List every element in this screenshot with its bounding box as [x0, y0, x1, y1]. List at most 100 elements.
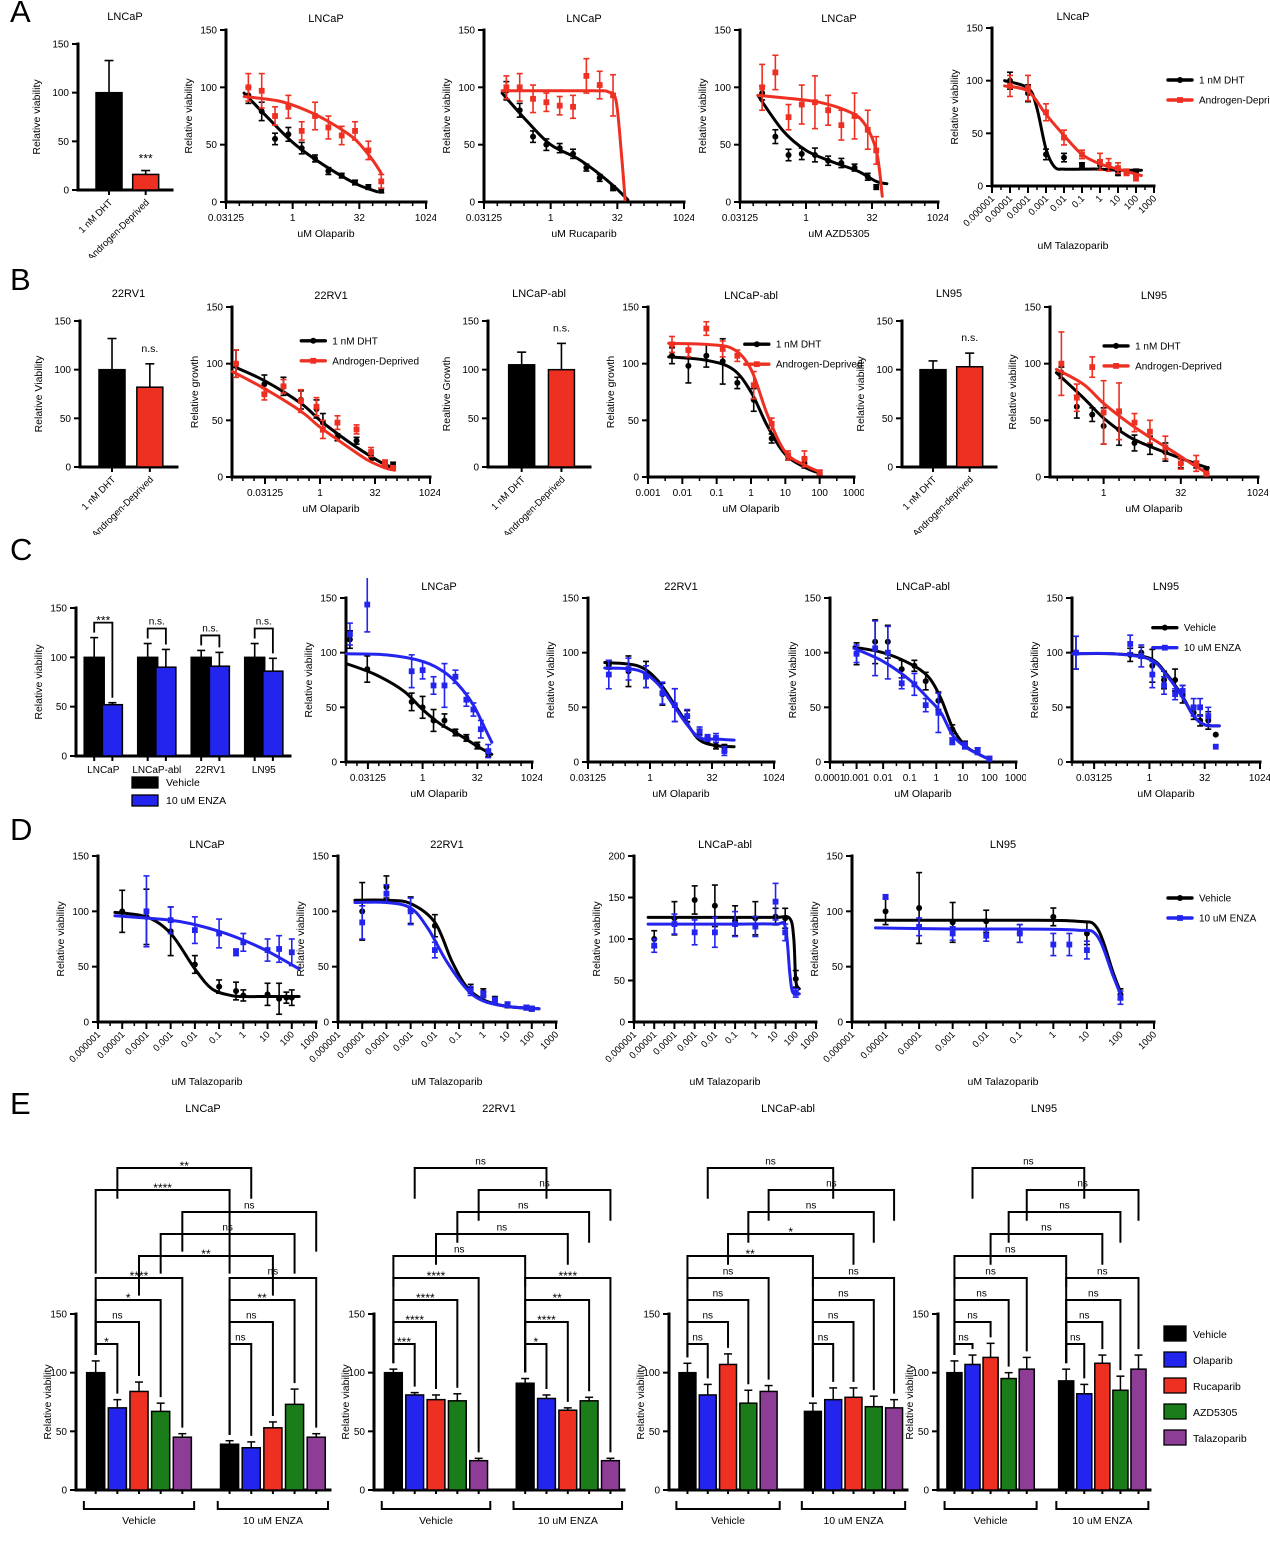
- bar-rucaparib: [718, 1363, 738, 1491]
- svg-text:1: 1: [1094, 193, 1106, 205]
- plot-area: 0 50 100 150 0.03125 1 32 1024 LNCaP Relative via…: [303, 578, 542, 800]
- svg-text:50: 50: [56, 702, 68, 713]
- svg-text:1024: 1024: [1247, 488, 1268, 499]
- svg-text:Relative viability: Relative viability: [1007, 354, 1019, 430]
- svg-text:32: 32: [354, 213, 366, 224]
- plot-area: 0 50 100 150 LN95 Relative viability 1 nM DHTA…: [855, 288, 998, 535]
- svg-text:100: 100: [312, 907, 329, 918]
- svg-text:0.0001: 0.0001: [815, 773, 846, 784]
- svg-text:ns: ns: [1088, 1289, 1099, 1300]
- svg-text:0.01: 0.01: [873, 773, 893, 784]
- svg-text:0: 0: [725, 198, 731, 209]
- svg-text:ns: ns: [806, 1201, 817, 1212]
- svg-text:Relative viability: Relative viability: [591, 901, 603, 977]
- svg-text:ns: ns: [235, 1333, 246, 1344]
- svg-text:1 nM DHT: 1 nM DHT: [776, 340, 822, 351]
- svg-text:100: 100: [1024, 359, 1041, 370]
- svg-text:ns: ns: [828, 1311, 839, 1322]
- svg-text:0.03125: 0.03125: [466, 213, 503, 224]
- svg-text:1024: 1024: [521, 773, 542, 784]
- chart-22rv1-parpi-sig-bar: 0 50 100 150 Relative viability 22RV1 Vehicle 1…: [338, 1098, 634, 1562]
- bar-azd5305: [1000, 1377, 1017, 1491]
- bar-vehicle: [946, 1371, 963, 1491]
- svg-text:100: 100: [458, 83, 475, 94]
- chart-lncap-abl-olaparib-enza-curve: 0 50 100 150 0.0001 0.001 0.01 0.1 1 10 100 1000 LNC…: [784, 578, 1026, 802]
- svg-text:LNCaP-abl: LNCaP-abl: [698, 839, 752, 851]
- svg-text:0: 0: [923, 1486, 929, 1497]
- svg-text:22RV1: 22RV1: [430, 839, 463, 851]
- svg-text:22RV1: 22RV1: [482, 1103, 515, 1115]
- svg-text:100: 100: [804, 648, 821, 659]
- plot-area: 0 50 100 150 0.03125 1 32 1024 LNCaP Relative via…: [697, 13, 948, 240]
- svg-text:****: ****: [537, 1313, 556, 1327]
- svg-text:100: 100: [826, 907, 843, 918]
- axes: [632, 854, 818, 1024]
- chart-lncap-talazoparib-curve: 0 50 100 150 0.000001 0.00001 0.0001 0.001 0.01 0…: [946, 8, 1270, 254]
- svg-text:LNCaP-abl: LNCaP-abl: [724, 290, 778, 302]
- chart-svg-b1: 0 50 100 150 22RV1 Relative Viability 1 nM DHT…: [33, 288, 179, 535]
- svg-text:Relative viability: Relative viability: [697, 78, 709, 154]
- svg-text:n.s.: n.s.: [256, 617, 272, 628]
- svg-text:150: 150: [50, 604, 67, 615]
- svg-text:0: 0: [654, 1486, 660, 1497]
- bar-talazoparib: [1130, 1368, 1147, 1491]
- svg-text:50: 50: [318, 962, 330, 973]
- svg-text:0.001: 0.001: [675, 1029, 700, 1054]
- svg-text:10: 10: [1077, 1029, 1092, 1044]
- chart-lncap-abl-talazoparib-enza-curve: 0 50 100 150 200 0.000001 0.00001 0.0001 0.001 0.…: [588, 836, 826, 1090]
- svg-text:0.1: 0.1: [903, 773, 917, 784]
- bar-azd5305: [739, 1402, 758, 1491]
- bar-vehicle: [85, 1371, 106, 1491]
- svg-text:100: 100: [462, 365, 479, 376]
- svg-text:1000: 1000: [843, 488, 864, 499]
- chart-svg-e1: 0 50 100 150 Relative viability LNCaP Vehicle 1…: [42, 1103, 332, 1527]
- chart-svg-c1: 0 50 100 150 Relative viability LNCaP *** LNCaP…: [33, 604, 292, 807]
- svg-text:50: 50: [832, 962, 844, 973]
- svg-text:Relative viability: Relative viability: [183, 78, 195, 154]
- svg-text:100: 100: [52, 88, 69, 99]
- svg-text:100: 100: [562, 648, 579, 659]
- svg-text:LN95: LN95: [1141, 290, 1167, 302]
- svg-text:10 uM ENZA: 10 uM ENZA: [1184, 643, 1242, 654]
- svg-text:50: 50: [1030, 416, 1042, 427]
- svg-text:ns: ns: [976, 1289, 987, 1300]
- svg-text:ns: ns: [222, 1223, 233, 1234]
- chart-svg-a3: 0 50 100 150 0.03125 1 32 1024 LNCaP Relative via…: [441, 13, 694, 240]
- svg-text:Relative viability: Relative viability: [42, 1364, 54, 1440]
- svg-text:0.000001: 0.000001: [307, 1029, 343, 1065]
- bar-azd5305: [284, 1403, 305, 1491]
- series-1-nm-dht: [242, 86, 385, 194]
- svg-text:50: 50: [212, 416, 224, 427]
- svg-text:0.1: 0.1: [723, 1029, 740, 1046]
- svg-text:n.s.: n.s.: [202, 623, 218, 634]
- bar-rucaparib: [558, 1409, 578, 1491]
- svg-text:ns: ns: [826, 1179, 837, 1190]
- svg-text:ns: ns: [1041, 1223, 1052, 1234]
- svg-text:1: 1: [748, 488, 754, 499]
- svg-text:1 nM DHT: 1 nM DHT: [77, 197, 116, 236]
- chart-22rv1-olaparib-curve: 0 50 100 150 0.03125 1 32 1024 22RV1 Relative gro…: [186, 287, 440, 517]
- chart-svg-c2: 0 50 100 150 0.03125 1 32 1024 LNCaP Relative via…: [303, 578, 542, 800]
- legend: 1 nM DHT Androgen-Deprived: [299, 336, 419, 367]
- svg-text:uM Olaparib: uM Olaparib: [1137, 788, 1194, 800]
- svg-text:100: 100: [50, 1368, 67, 1379]
- svg-text:22RV1: 22RV1: [195, 765, 226, 776]
- axes: [850, 854, 1156, 1024]
- svg-text:ns: ns: [967, 1311, 978, 1322]
- plot-area: 0 50 100 150 Relative viability 22RV1 Vehicle 1…: [340, 1103, 626, 1527]
- svg-text:100: 100: [72, 907, 89, 918]
- plot-area: 0 50 100 150 0.03125 1 32 1024 LN95 Relative Viab…: [1029, 581, 1270, 800]
- bar-vehicle: [678, 1371, 697, 1491]
- svg-text:ns: ns: [838, 1289, 849, 1300]
- svg-text:Rucaparib: Rucaparib: [1193, 1381, 1241, 1393]
- svg-text:n.s.: n.s.: [149, 617, 165, 628]
- svg-text:LNCaP-abl: LNCaP-abl: [761, 1103, 815, 1115]
- svg-text:50: 50: [58, 137, 70, 148]
- svg-text:100: 100: [348, 1368, 365, 1379]
- svg-text:100: 100: [518, 1029, 537, 1048]
- svg-text:0.001: 0.001: [151, 1029, 176, 1054]
